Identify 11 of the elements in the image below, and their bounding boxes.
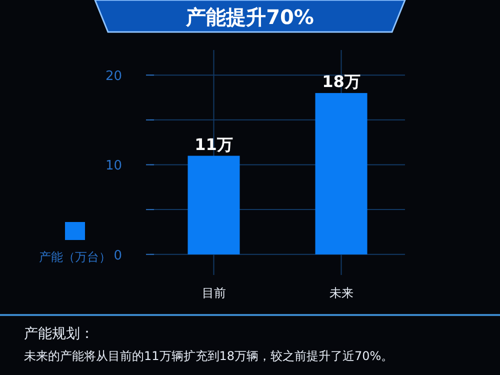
legend-label: 产能（万台） [39, 250, 111, 264]
y-tick-label: 10 [105, 158, 122, 174]
text: 产能规划： [24, 326, 94, 342]
y-tick-label: 20 [105, 69, 122, 84]
y-tick-label: 0 [114, 248, 122, 264]
text: 11万 [194, 134, 233, 154]
x-tick-label: 目前 [202, 286, 226, 300]
x-tick-label: 未来 [329, 286, 354, 300]
text: 未来的产能将从目前的11万辆扩充到18万辆，较之前提升了近70%。 [24, 349, 394, 363]
chart-title: 产能提升70% [185, 5, 314, 29]
text: 18万 [322, 72, 360, 92]
